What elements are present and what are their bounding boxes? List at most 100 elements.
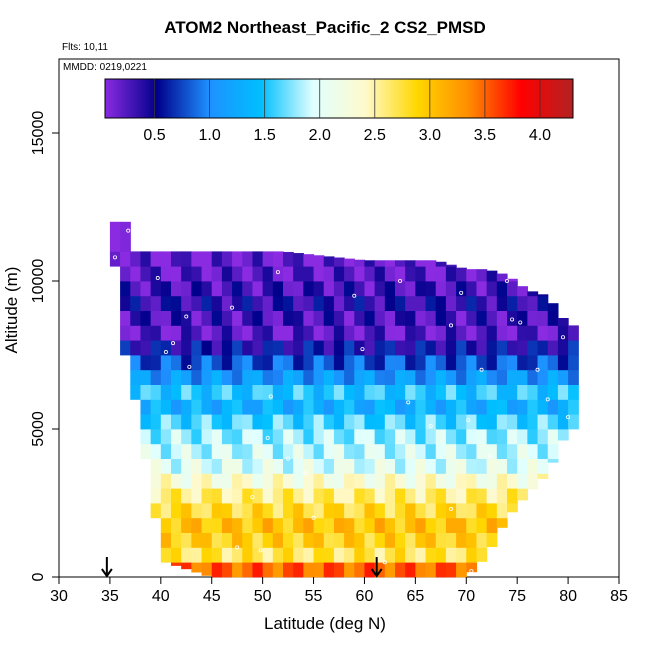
heatmap-cell [425,517,437,533]
heatmap-cell [405,355,416,371]
flights-label: Flts: 10,11 [62,42,108,53]
heatmap-cell [405,340,416,356]
heatmap-cell [466,325,478,341]
heatmap-cell [435,562,447,578]
heatmap-cell [140,340,152,356]
heatmap-cell [283,266,294,282]
arrow-head [370,568,383,578]
heatmap-cell [171,251,182,267]
sample-point [265,435,270,440]
heatmap-cell [557,318,569,326]
heatmap-cell [395,399,406,415]
heatmap-cell [547,340,559,356]
heatmap-cell [425,458,437,474]
heatmap-cell [374,473,386,489]
heatmap-cell [323,281,335,297]
heatmap-cell [272,310,284,326]
heatmap-cell [140,325,152,341]
heatmap-cell [160,384,172,400]
heatmap-cell [160,488,172,504]
heatmap-cell [384,414,396,430]
heatmap-cell [140,310,152,326]
sample-point [303,471,308,476]
heatmap-cell [130,281,142,297]
heatmap-cell [283,295,294,311]
heatmap-cell [120,310,131,326]
heatmap-cell [496,325,508,341]
sample-point [398,278,403,283]
heatmap-cell [211,517,223,533]
heatmap-cell [374,399,386,415]
heatmap-cell [527,414,539,430]
heatmap-cell [191,355,203,371]
heatmap-cell [364,547,376,563]
heatmap-cell [507,281,518,297]
heatmap-cell [252,325,264,341]
heatmap-cell [395,340,406,356]
colorbar-bar [104,78,574,119]
sample-point [459,290,464,295]
heatmap-cell [445,532,457,548]
heatmap-cell [547,458,559,463]
heatmap-cell [517,355,528,371]
heatmap-cell [313,369,325,385]
heatmap-cell [201,443,213,459]
sample-point [535,367,540,372]
heatmap-cell [507,369,518,385]
heatmap-cell [384,488,396,504]
heatmap-cell [323,488,335,504]
heatmap-cell [374,532,386,548]
heatmap-cell [191,369,203,385]
heatmap-cell [283,562,294,578]
heatmap-cell [395,369,406,385]
heatmap-cell [293,473,304,489]
heatmap-cell [476,325,488,341]
heatmap-cell [232,310,243,326]
heatmap-cell [272,399,284,415]
heatmap-cell [344,414,355,430]
sample-point [561,335,566,340]
heatmap-cell [415,340,427,356]
heatmap-cell [150,310,162,326]
heatmap-cell [201,295,213,311]
heatmap-cell [323,310,335,326]
heatmap-cell [323,325,335,341]
heatmap-cell [262,503,274,519]
heatmap-cell [272,473,284,489]
heatmap-cell [201,517,213,533]
heatmap-cell [313,295,325,311]
heatmap-cell [374,443,386,459]
heatmap-cell [272,355,284,371]
heatmap-cell [425,473,437,489]
heatmap-cell [201,503,213,519]
x-tick-label: 45 [203,588,221,605]
heatmap-cell [527,310,539,326]
heatmap-cell [150,340,162,356]
heatmap-cell [395,443,406,459]
heatmap-cell [568,414,579,430]
heatmap-cell [425,310,437,326]
y-tick-label: 10000 [30,259,47,304]
heatmap-cell [252,384,264,400]
heatmap-cell [517,399,528,415]
heatmap-cell [252,295,264,311]
heatmap-cell [303,325,315,341]
heatmap-cell [232,488,243,504]
heatmap-cell [374,503,386,519]
heatmap-cell [293,310,304,326]
heatmap-cell [303,254,315,267]
x-tick-label: 30 [50,588,68,605]
heatmap-cell [201,310,213,326]
heatmap-cell [303,532,315,548]
heatmap-cell [405,266,416,282]
heatmap-cell [435,473,447,489]
heatmap-cell [181,562,192,570]
heatmap-cell [486,369,498,385]
heatmap-cell [344,488,355,504]
heatmap-cell [130,325,142,341]
heatmap-cell [395,310,406,326]
heatmap-cell [395,429,406,445]
heatmap-cell [262,517,274,533]
heatmap-cell [537,325,549,341]
heatmap-cell [364,325,376,341]
